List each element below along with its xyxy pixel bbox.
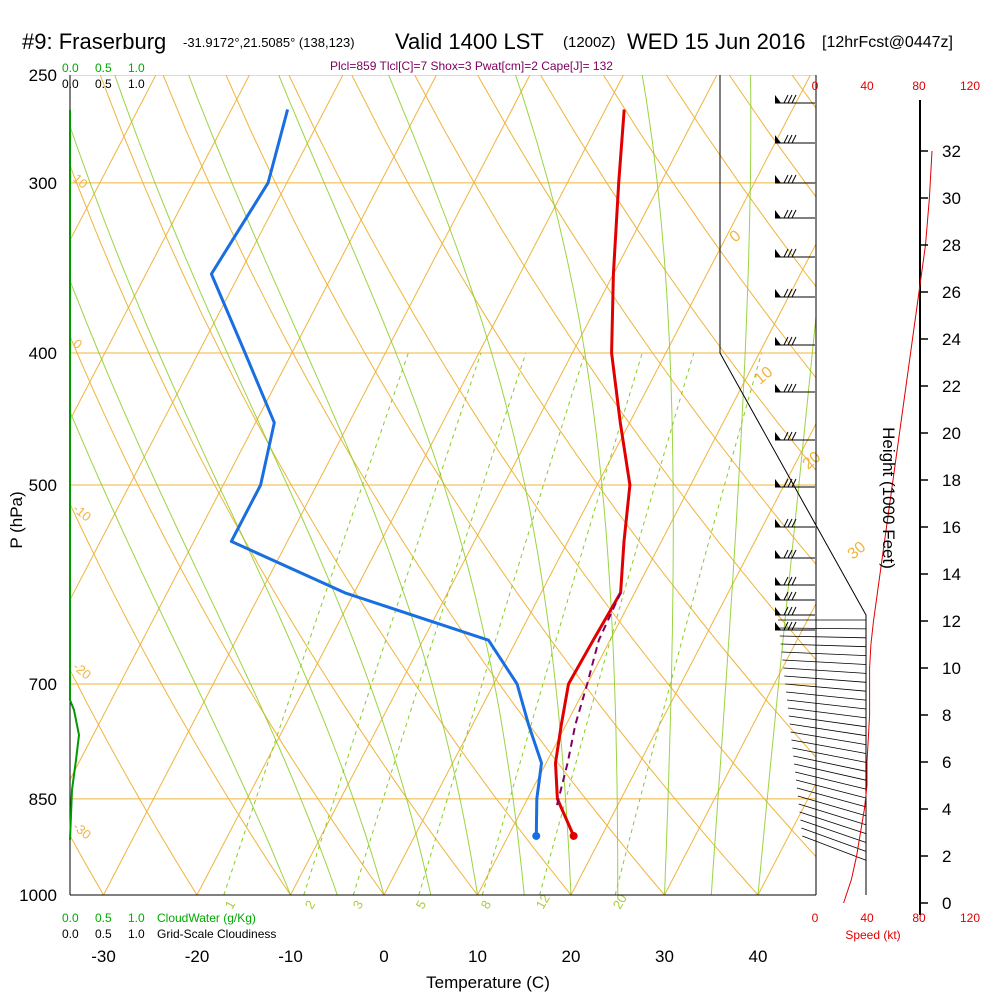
cloudwater-label: CloudWater (g/Kg): [157, 911, 256, 925]
svg-text:1.0: 1.0: [128, 61, 145, 75]
height-tick-30: 30: [942, 189, 961, 208]
svg-text:40: 40: [860, 79, 874, 93]
station-name: #9: Fraserburg: [22, 29, 166, 54]
height-tick-0: 0: [942, 894, 951, 913]
pressure-tick-400: 400: [29, 344, 57, 363]
pressure-tick-700: 700: [29, 675, 57, 694]
temp-tick-20: 20: [562, 947, 581, 966]
svg-text:0.0: 0.0: [62, 61, 79, 75]
forecast-tag: [12hrFcst@0447z]: [822, 34, 953, 51]
height-axis-label: Height (1000 Feet): [879, 427, 898, 569]
temp-tick--10: -10: [278, 947, 303, 966]
dew-point-surface-point: [532, 832, 540, 840]
height-tick-10: 10: [942, 659, 961, 678]
height-tick-4: 4: [942, 800, 951, 819]
svg-text:0.0: 0.0: [62, 77, 79, 91]
height-tick-8: 8: [942, 706, 951, 725]
svg-text:1.0: 1.0: [128, 927, 145, 941]
y-axis-label: P (hPa): [7, 491, 26, 548]
svg-text:0.5: 0.5: [95, 927, 112, 941]
height-tick-26: 26: [942, 283, 961, 302]
pressure-tick-500: 500: [29, 476, 57, 495]
pressure-tick-1000: 1000: [19, 886, 57, 905]
svg-text:80: 80: [912, 911, 926, 925]
temp-tick-10: 10: [468, 947, 487, 966]
valid-time: Valid 1400 LST: [395, 29, 544, 54]
svg-text:0.5: 0.5: [95, 77, 112, 91]
pressure-tick-250: 250: [29, 66, 57, 85]
temp-tick-0: 0: [379, 947, 388, 966]
temp-tick--20: -20: [185, 947, 210, 966]
temperature-surface-point: [570, 832, 578, 840]
temp-tick-30: 30: [655, 947, 674, 966]
height-tick-18: 18: [942, 471, 961, 490]
height-tick-32: 32: [942, 142, 961, 161]
station-coords: -31.9172°,21.5085° (138,123): [183, 35, 355, 50]
x-axis-label: Temperature (C): [426, 973, 550, 992]
indices-line: Plcl=859 Tlcl[C]=7 Shox=3 Pwat[cm]=2 Cap…: [330, 59, 613, 73]
height-tick-22: 22: [942, 377, 961, 396]
valid-utc: (1200Z): [563, 34, 616, 51]
svg-text:120: 120: [960, 911, 980, 925]
cloudiness-label: Grid-Scale Cloudiness: [157, 927, 276, 941]
svg-text:1.0: 1.0: [128, 77, 145, 91]
height-tick-16: 16: [942, 518, 961, 537]
svg-text:40: 40: [860, 911, 874, 925]
height-tick-24: 24: [942, 330, 961, 349]
svg-text:0: 0: [812, 79, 819, 93]
height-tick-12: 12: [942, 612, 961, 631]
svg-text:80: 80: [912, 79, 926, 93]
temp-tick-40: 40: [749, 947, 768, 966]
svg-text:0.5: 0.5: [95, 61, 112, 75]
svg-text:1.0: 1.0: [128, 911, 145, 925]
height-tick-2: 2: [942, 847, 951, 866]
pressure-tick-850: 850: [29, 790, 57, 809]
svg-text:120: 120: [960, 79, 980, 93]
valid-date: WED 15 Jun 2016: [627, 29, 806, 54]
svg-text:0.5: 0.5: [95, 911, 112, 925]
pressure-tick-300: 300: [29, 174, 57, 193]
height-tick-20: 20: [942, 424, 961, 443]
height-tick-28: 28: [942, 236, 961, 255]
svg-text:0.0: 0.0: [62, 927, 79, 941]
height-tick-6: 6: [942, 753, 951, 772]
svg-text:0: 0: [812, 911, 819, 925]
svg-text:0.0: 0.0: [62, 911, 79, 925]
speed-label: Speed (kt): [845, 928, 900, 942]
height-tick-14: 14: [942, 565, 961, 584]
temp-tick--30: -30: [91, 947, 116, 966]
